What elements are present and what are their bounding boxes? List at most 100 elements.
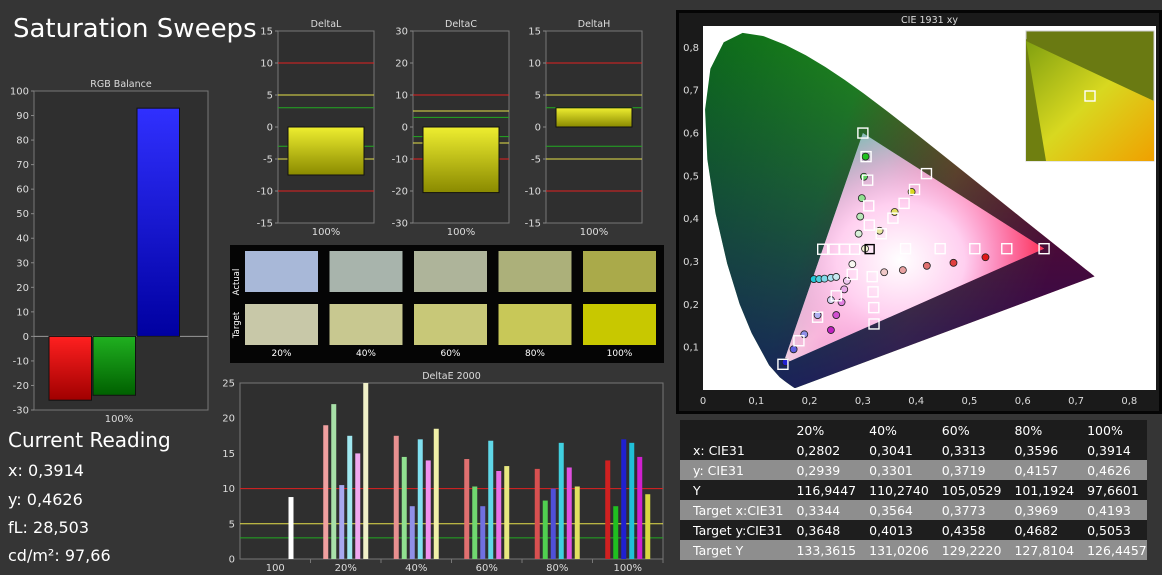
y-tick-label: 10 <box>395 91 408 102</box>
table-cell: 116,9447 <box>796 482 857 498</box>
measured-point <box>922 261 931 270</box>
target-square <box>830 290 842 302</box>
delta-e-bar <box>401 456 407 559</box>
table-header-cell <box>680 420 783 440</box>
y-tick-label: 25 <box>222 379 235 390</box>
y-tick-label: 30 <box>395 27 408 38</box>
delta-e-bar <box>534 468 540 559</box>
chart-title: DeltaH <box>578 19 611 30</box>
target-square <box>899 242 912 255</box>
y-tick-label: 90 <box>16 111 29 122</box>
y-tick-label: 15 <box>222 449 235 460</box>
table-cell: 0,3313 <box>941 442 986 458</box>
target-square <box>816 243 829 255</box>
table-cell: 0,4157 <box>1014 462 1059 478</box>
delta-l-chart: DeltaL -15 -10 -5 0 5 10 15 100% <box>257 19 375 238</box>
table-cell: 0,4358 <box>941 522 986 538</box>
table-row: Target Y 133,3615 131,0206 129,2220 127,8104… <box>680 540 1147 560</box>
target-square <box>857 127 869 139</box>
y-tick-label: 10 <box>260 59 273 70</box>
delta-e-bar <box>488 440 494 559</box>
measured-point <box>848 260 857 269</box>
x-tick-label: 0,7 <box>1068 396 1084 407</box>
target-square <box>898 197 910 210</box>
table-cell: 129,2220 <box>941 542 1002 558</box>
rgb-balance-chart: RGB Balance -30 -20 -10 0 10 20 30 40 50 60 70 80 90 1… <box>10 79 209 422</box>
x-tick-label: 0 <box>700 396 706 407</box>
delta-e-bar <box>574 486 580 559</box>
y-tick-label: 70 <box>16 160 29 171</box>
table-row-label: x: CIE31 <box>693 442 745 458</box>
measured-point <box>854 229 863 238</box>
delta-h-chart: DeltaH -15 -10 -5 0 5 10 15 100% <box>525 19 643 238</box>
measured-point <box>898 266 907 274</box>
measured-point <box>832 311 841 319</box>
y-tick-label: 15 <box>260 27 273 38</box>
target-square <box>908 183 921 196</box>
delta-e-bar <box>550 488 556 559</box>
y-tick-label: -15 <box>257 219 273 230</box>
table-cell: 0,3969 <box>1014 502 1059 518</box>
swatch-actual <box>498 251 572 292</box>
swatch-target <box>414 304 487 345</box>
x-tick-label: 100 <box>266 563 285 574</box>
delta-e-bar <box>355 453 361 559</box>
measured-point <box>890 208 899 216</box>
x-tick-label: 0,6 <box>1015 396 1031 407</box>
table-header-cell: 100% <box>1087 422 1123 438</box>
target-square <box>860 150 872 163</box>
reading-cdm2: cd/m²: 97,66 <box>8 546 111 565</box>
y-tick-label: -5 <box>531 155 541 166</box>
y-tick-label: -30 <box>13 406 29 417</box>
y-tick-label: 20 <box>16 283 29 294</box>
y-tick-label: 10 <box>16 307 29 318</box>
delta-e-bar <box>339 485 345 559</box>
delta-e-bar <box>605 460 611 559</box>
delta-e-bar <box>629 442 635 559</box>
x-tick-label: 0,2 <box>802 396 818 407</box>
delta-e-bar <box>347 435 353 559</box>
reading-x: x: 0,3914 <box>8 461 84 480</box>
table-row: Target y:CIE31 0,3648 0,4013 0,4358 0,4682 0,… <box>680 520 1147 540</box>
target-square <box>861 174 874 186</box>
table-row-label: Target x:CIE31 <box>693 502 784 518</box>
y-tick-label: -15 <box>525 219 541 230</box>
chart-title: DeltaC <box>445 19 477 30</box>
measured-point <box>857 194 866 203</box>
delta-e-bar <box>621 439 627 559</box>
table-cell: 0,3914 <box>1087 442 1131 458</box>
swatch-target <box>498 304 572 345</box>
swatch-label: 60% <box>440 349 460 359</box>
target-square <box>777 358 789 371</box>
y-tick-label: 0,4 <box>683 214 699 225</box>
x-tick-label: 20% <box>335 563 357 574</box>
swatch-label: 80% <box>525 349 545 359</box>
y-tick-label: 0 <box>23 332 29 343</box>
table-header-row: 20% 40% 60% 80% 100% <box>680 420 1147 440</box>
x-tick-label: 0,3 <box>855 396 871 407</box>
y-tick-label: 0 <box>402 123 408 134</box>
table-cell: 0,3773 <box>941 502 986 518</box>
row-label-actual: Actual <box>232 269 242 296</box>
delta-e-bar <box>566 467 572 559</box>
bar-value <box>422 126 500 194</box>
y-tick-label: 0 <box>535 123 541 134</box>
x-tick-label: 0,8 <box>1121 396 1137 407</box>
target-square <box>863 219 875 231</box>
table-cell: 0,2802 <box>796 442 841 458</box>
delta-e-bar <box>464 459 470 559</box>
bar-value <box>287 126 365 176</box>
y-tick-label: -30 <box>392 219 408 230</box>
y-tick-label: 0,2 <box>683 300 699 311</box>
table-row: Y 116,9447 110,2740 105,0529 101,1924 97,6601 <box>680 480 1147 500</box>
table-row: y: CIE31 0,2939 0,3301 0,3719 0,4157 0,4626 <box>680 460 1147 480</box>
chart-title: RGB Balance <box>90 79 152 90</box>
measured-point <box>949 258 958 267</box>
table-cell: 110,2740 <box>869 482 929 498</box>
white-point-square <box>864 243 875 255</box>
target-square <box>863 200 875 212</box>
target-square <box>868 301 880 314</box>
table-cell: 0,5053 <box>1087 522 1131 538</box>
y-tick-label: -10 <box>392 155 408 166</box>
delta-e-bar <box>472 486 478 559</box>
